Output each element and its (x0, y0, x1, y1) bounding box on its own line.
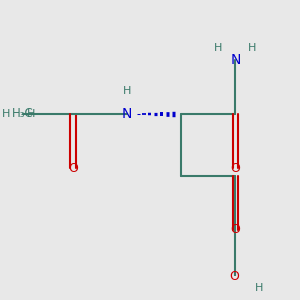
Text: O: O (230, 161, 240, 175)
Text: H: H (2, 109, 10, 119)
Text: N: N (122, 107, 132, 121)
Text: H: H (248, 43, 256, 53)
Text: H: H (254, 283, 263, 293)
Text: H₃C: H₃C (12, 107, 34, 120)
Text: O: O (230, 223, 240, 236)
Text: H: H (26, 109, 35, 119)
Text: H: H (214, 43, 223, 53)
Text: O: O (229, 270, 239, 283)
Text: O: O (68, 161, 78, 175)
Text: H: H (123, 86, 131, 96)
Text: N: N (230, 53, 241, 67)
